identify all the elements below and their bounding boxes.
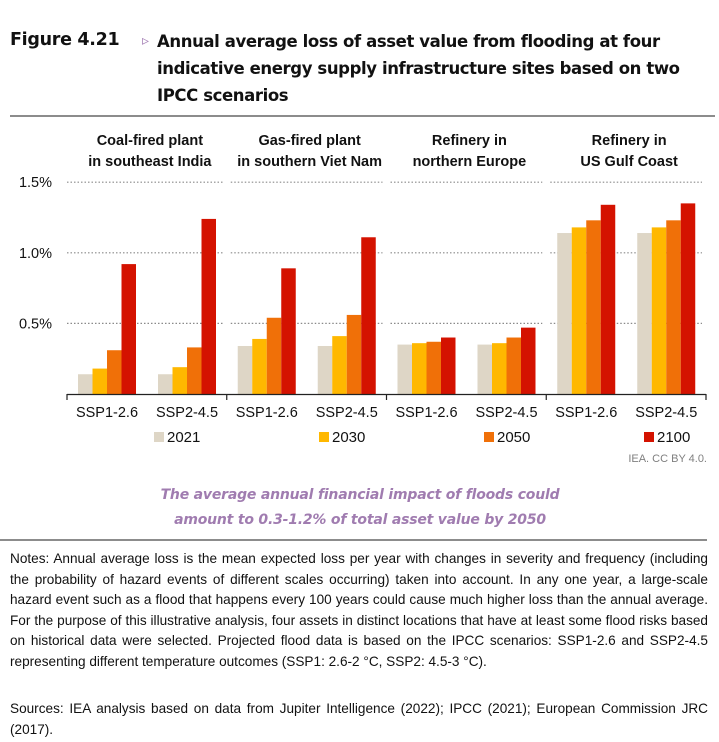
bar-2100 [441, 337, 456, 394]
group-title-line2: northern Europe [413, 154, 527, 170]
x-tick-label: SSP2-4.5 [635, 405, 697, 421]
figure-title: Annual average loss of asset value from … [157, 32, 680, 105]
group-title-line1: Refinery in [592, 133, 667, 149]
bar-2050 [107, 350, 122, 394]
group-title-line2: in southeast India [88, 154, 212, 170]
bar-2100 [201, 218, 216, 394]
credit-text: IEA. CC BY 4.0. [628, 453, 707, 465]
bar-2030 [332, 336, 347, 394]
legend-label-2050: 2050 [497, 429, 530, 446]
bar-2030 [492, 343, 507, 394]
bar-2050 [426, 341, 441, 394]
bar-2100 [600, 204, 616, 394]
bar-2021 [557, 233, 572, 394]
figure-label: Figure 4.21 [10, 30, 120, 50]
group-title-line2: US Gulf Coast [580, 154, 678, 170]
bar-2021 [477, 344, 492, 394]
y-tick-label: 0.5% [19, 316, 52, 332]
bar-2021 [237, 345, 253, 394]
bar-2021 [397, 344, 412, 394]
x-tick-label: SSP1-2.6 [236, 405, 298, 421]
bar-2050 [266, 317, 282, 394]
x-tick-label: SSP1-2.6 [76, 405, 138, 421]
legend-label-2030: 2030 [332, 429, 365, 446]
group-title-line1: Gas-fired plant [258, 133, 360, 149]
bar-2100 [521, 327, 536, 394]
group-title-line1: Coal-fired plant [97, 133, 204, 149]
bar-2030 [651, 227, 667, 394]
bar-2100 [361, 237, 376, 394]
bar-2050 [187, 347, 202, 394]
legend-swatch-2100 [644, 432, 654, 442]
bar-2050 [346, 314, 362, 394]
group-title-line1: Refinery in [432, 133, 507, 149]
x-tick-label: SSP1-2.6 [395, 405, 457, 421]
bar-2030 [252, 338, 267, 394]
bar-2100 [680, 203, 696, 394]
bar-2050 [506, 337, 521, 394]
bar-2100 [121, 264, 136, 394]
sources-text: Sources: IEA analysis based on data from… [10, 701, 708, 737]
x-tick-label: SSP2-4.5 [316, 405, 378, 421]
bar-2030 [412, 343, 427, 394]
summary-callout: The average annual financial impact of f… [130, 483, 590, 533]
summary-line-1: The average annual financial impact of f… [160, 487, 560, 503]
legend-label-2100: 2100 [657, 429, 690, 446]
legend-swatch-2050 [484, 432, 494, 442]
bar-2030 [571, 227, 587, 394]
x-tick-label: SSP1-2.6 [555, 405, 617, 421]
bar-chart: 0.5% 1.0% 1.5% Coal-fired plant in southeast… [19, 133, 707, 446]
bar-2030 [172, 367, 187, 394]
bar-2021 [317, 345, 333, 394]
group-title-line2: in southern Viet Nam [237, 154, 382, 170]
notes-text: Notes: Annual average loss is the mean e… [10, 551, 708, 669]
bar-2050 [666, 220, 681, 394]
legend-swatch-2021 [154, 432, 164, 442]
y-tick-label: 1.5% [19, 175, 52, 191]
legend-swatch-2030 [319, 432, 329, 442]
bar-2021 [637, 233, 652, 394]
bottom-divider [0, 539, 707, 541]
x-tick-label: SSP2-4.5 [156, 405, 218, 421]
legend-label-2021: 2021 [167, 429, 200, 446]
bar-2100 [281, 268, 296, 394]
bar-2030 [92, 368, 107, 394]
x-tick-label: SSP2-4.5 [475, 405, 537, 421]
top-divider [10, 115, 715, 117]
bar-2021 [158, 374, 173, 394]
triangle-arrow-icon: ▹ [142, 32, 150, 48]
y-tick-label: 1.0% [19, 246, 52, 262]
summary-line-2: amount to 0.3-1.2% of total asset value … [174, 512, 546, 528]
bar-2050 [586, 220, 601, 394]
bar-2021 [78, 374, 93, 394]
